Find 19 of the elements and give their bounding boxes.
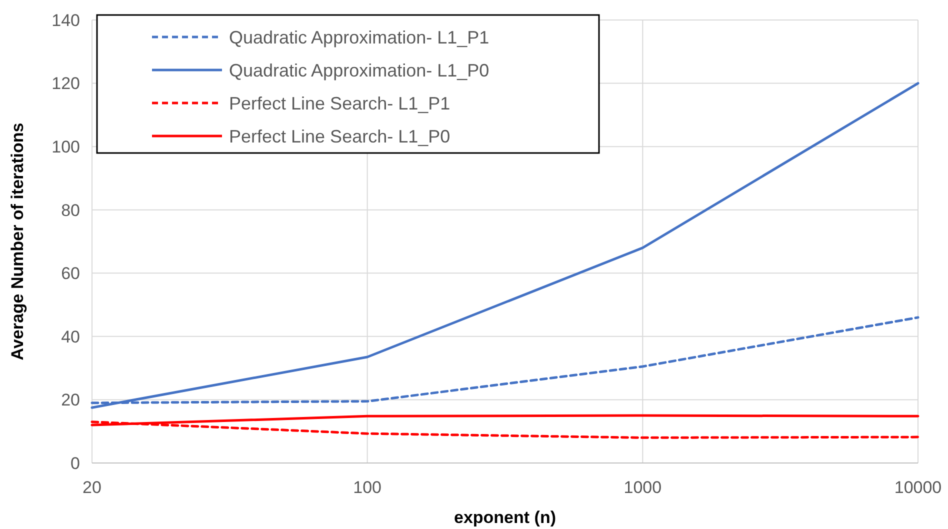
legend-label: Perfect Line Search- L1_P1 [229,93,450,114]
line-series [90,82,920,409]
y-tick-label: 40 [61,327,80,346]
y-axis-title: Average Number of iterations [8,122,27,360]
y-tick-label: 120 [52,74,80,94]
x-tick-label: 100 [353,478,382,497]
legend-label: Perfect Line Search- L1_P0 [229,126,450,146]
legend-label: Quadratic Approximation- L1_P0 [229,60,490,80]
x-tick-label: 20 [82,478,102,497]
x-tick-label: 1000 [624,478,662,497]
y-tick-label: 60 [61,264,80,284]
y-tick-label: 0 [70,454,80,473]
x-tick-label: 10000 [894,478,942,497]
y-tick-label: 100 [52,138,80,157]
y-tick-label: 20 [61,390,80,410]
y-tick-label: 140 [52,10,80,30]
legend-label: Quadratic Approximation- L1_P1 [229,27,490,48]
y-tick-label: 80 [61,200,80,220]
x-axis-title: exponent (n) [454,508,556,527]
